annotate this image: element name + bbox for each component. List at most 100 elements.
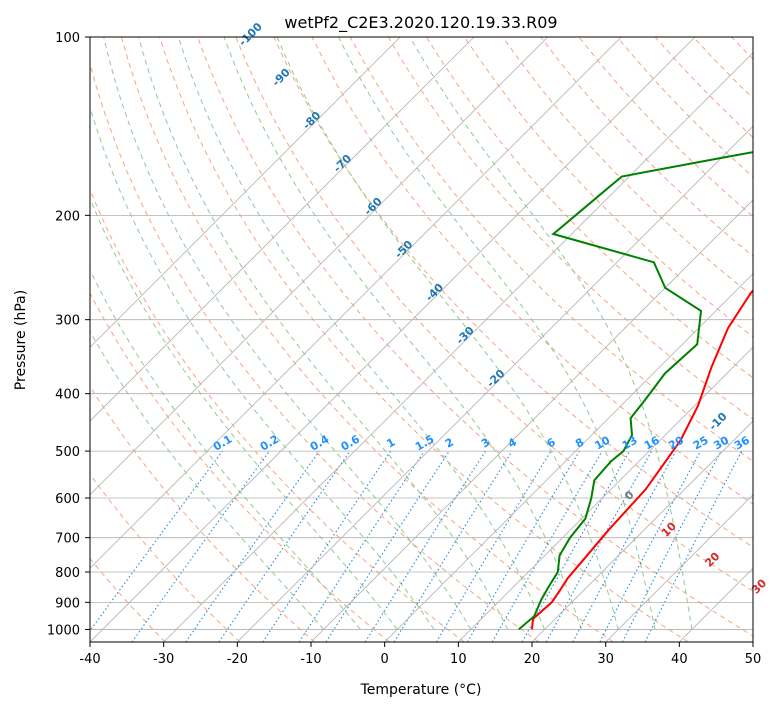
moist-adiabat-line	[223, 37, 582, 630]
dry-adiabat-line	[90, 473, 241, 642]
moist-adiabat-line	[90, 105, 435, 630]
mixing-ratio-line	[131, 450, 270, 642]
moist-adiabat-line	[177, 37, 546, 630]
isotherm-line	[90, 37, 696, 642]
mixing-ratio-line	[599, 450, 701, 642]
y-tick-label: 200	[55, 209, 80, 224]
mixing-ratio-label: 1	[384, 436, 397, 451]
plot-frame	[89, 36, 754, 643]
dry-adiabat-line	[235, 37, 753, 592]
moist-adiabat-line	[338, 37, 656, 630]
dry-adiabat-label: -60	[362, 195, 385, 218]
isotherm-line	[605, 494, 753, 642]
dry-adiabat-label: -30	[454, 324, 477, 347]
dry-adiabat-line	[464, 37, 753, 338]
isotherm-line	[384, 273, 753, 642]
dry-adiabat-line	[90, 385, 316, 642]
mixing-ratio-label: 0.6	[339, 432, 363, 453]
mixing-ratio-label: 30	[711, 433, 731, 452]
y-tick-label: 1000	[47, 623, 80, 638]
y-tick-label: 700	[55, 532, 80, 547]
mixing-ratio-line	[90, 450, 223, 632]
y-tick-label: 400	[55, 388, 80, 403]
dry-adiabat-line	[90, 62, 540, 642]
moist-adiabat-line	[103, 37, 472, 630]
mixing-ratio-line	[545, 450, 653, 642]
mixing-ratio-line	[644, 450, 743, 642]
x-tick-label: 10	[450, 652, 467, 667]
x-tick-label: 20	[524, 652, 541, 667]
moist-adiabat-line	[276, 37, 619, 630]
dry-adiabat-label: -10	[706, 410, 729, 433]
dry-adiabat-line	[90, 292, 390, 642]
y-axis-label: Pressure (hPa)	[13, 290, 29, 390]
mixing-ratio-label: 0.2	[258, 433, 281, 454]
x-tick-label: 0	[381, 652, 389, 667]
dry-adiabat-label: -100	[236, 20, 265, 49]
mixing-ratio-line	[262, 450, 392, 642]
dry-adiabat-line	[90, 557, 166, 642]
mixing-ratio-label: 2	[443, 436, 456, 451]
dry-adiabat-label: 20	[702, 549, 722, 569]
moist-adiabat-line	[138, 37, 509, 630]
isotherm-line	[90, 37, 475, 422]
mixing-ratio-line	[521, 450, 630, 642]
mixing-ratio-line	[435, 450, 552, 642]
y-tick-label: 300	[55, 314, 80, 329]
dry-adiabat-label: -70	[331, 152, 354, 175]
mixing-ratio-line	[218, 450, 351, 642]
line-annotations: 0.1 0.2 0.4 0.6 1 1.5 2 3 4 6 8 10 13 16 20 25 30 36-100-…	[211, 20, 769, 597]
mixing-ratio-line	[393, 450, 513, 642]
mixing-ratio-label: 8	[573, 436, 586, 451]
dry-adiabat-label: 30	[749, 576, 769, 596]
chart-title: wetPf2_C2E3.2020.120.19.33.R09	[284, 13, 557, 33]
moist-adiabat-line	[90, 330, 324, 630]
mixing-ratio-line	[621, 450, 722, 642]
x-tick-label: -20	[227, 652, 248, 667]
x-axis-label: Temperature (°C)	[360, 682, 482, 698]
x-axis-ticks: -40 -30 -20 -10 0 10 20 30 40 50	[79, 642, 761, 667]
isotherm-line	[90, 37, 401, 348]
isotherm-line	[458, 346, 753, 642]
dry-adiabat-line	[770, 37, 775, 642]
dry-adiabat-line	[159, 37, 689, 642]
dry-adiabat-label: -40	[423, 281, 446, 304]
mixing-ratio-label: 1.5	[413, 433, 436, 454]
isotherm-line	[90, 37, 548, 496]
background-lines	[90, 37, 775, 642]
isotherm-line	[752, 641, 753, 642]
dry-adiabat-line	[578, 37, 753, 218]
isotherm-line	[531, 420, 753, 642]
mixing-ratio-label: 25	[691, 434, 711, 453]
y-tick-label: 600	[55, 492, 80, 507]
isotherm-line	[90, 37, 622, 569]
mixing-ratio-label: 4	[506, 435, 519, 450]
mixing-ratio-label: 0.4	[308, 432, 332, 453]
moist-adiabat-line	[90, 268, 361, 630]
mixing-ratio-label: 10	[593, 433, 613, 452]
mixing-ratio-line	[298, 450, 425, 642]
y-tick-label: 100	[55, 31, 80, 46]
isotherm-line	[679, 567, 753, 642]
y-tick-label: 500	[55, 445, 80, 460]
y-tick-label: 900	[55, 596, 80, 611]
grid-lines	[90, 37, 753, 642]
mixing-ratio-line	[572, 450, 677, 642]
x-tick-label: -40	[79, 652, 100, 667]
dry-adiabat-line	[692, 37, 753, 99]
sounding-profiles	[518, 151, 753, 631]
mixing-ratio-label: 6	[545, 435, 558, 450]
dry-adiabat-line	[654, 37, 753, 139]
dry-adiabat-line	[311, 37, 753, 505]
x-tick-label: 40	[671, 652, 688, 667]
profile-line	[518, 151, 753, 631]
x-tick-label: -10	[300, 652, 321, 667]
mixing-ratio-line	[364, 450, 486, 642]
y-tick-label: 800	[55, 566, 80, 581]
dry-adiabat-label: -20	[484, 367, 507, 390]
dry-adiabat-line	[387, 37, 753, 420]
x-tick-label: -30	[153, 652, 174, 667]
dry-adiabat-line	[90, 188, 465, 642]
mixing-ratio-label: 13	[620, 434, 640, 453]
dry-adiabat-label: -50	[392, 238, 415, 261]
